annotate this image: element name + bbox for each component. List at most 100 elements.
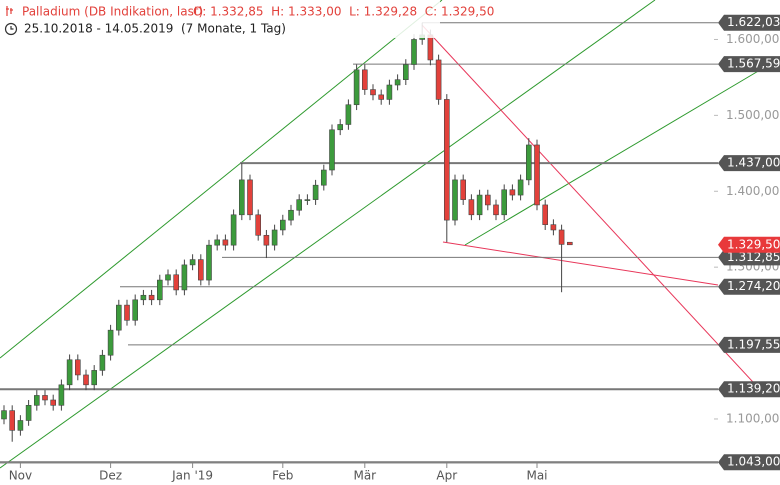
- candle-body: [452, 179, 458, 221]
- level-label: 1.139,20: [727, 382, 780, 396]
- candle-body: [50, 399, 57, 406]
- candle-body: [320, 169, 327, 186]
- level-label-bg: [718, 14, 780, 31]
- candle-body: [83, 374, 89, 386]
- candle-body: [181, 264, 188, 291]
- level-label-bg: [718, 454, 780, 471]
- level-label-bg: [718, 381, 780, 398]
- candle-body: [304, 199, 311, 201]
- channel-line: [464, 69, 761, 246]
- candle-body: [534, 144, 540, 206]
- x-tick-label: Dez: [99, 469, 122, 483]
- clock-icon: [4, 22, 18, 36]
- candle-body: [107, 329, 114, 356]
- last-price-bg: [718, 236, 780, 253]
- candle-body: [370, 89, 376, 96]
- level-label-bg: [718, 56, 780, 73]
- candle-body: [17, 420, 24, 431]
- candles: [1, 22, 573, 442]
- candle-body: [411, 39, 417, 65]
- candle-body: [386, 84, 393, 100]
- subtitle: 25.10.2018 - 14.05.2019 (7 Monate, 1 Tag…: [24, 22, 286, 36]
- candle-body: [517, 179, 524, 196]
- candle-body: [484, 194, 491, 206]
- level-label: 1.567,59: [727, 57, 780, 71]
- candle-body: [271, 229, 278, 246]
- candle-body: [148, 294, 155, 301]
- candle-body: [394, 79, 401, 86]
- candle-body: [75, 359, 81, 376]
- y-tick-label: 1.600,00: [726, 32, 779, 46]
- support-line: [442, 241, 719, 286]
- last-price-label: 1.329,50: [727, 237, 780, 251]
- channel-line: [0, 0, 656, 469]
- candle-body: [566, 241, 573, 246]
- candle-body: [525, 144, 532, 181]
- x-tick-label: Nov: [9, 469, 32, 483]
- header-bg: [0, 0, 440, 38]
- level-label: 1.312,85: [727, 250, 780, 264]
- candle-body: [99, 354, 106, 371]
- x-tick-label: Apr: [436, 469, 457, 483]
- candle-body: [378, 94, 385, 100]
- candle-body: [116, 304, 122, 331]
- y-tick-label: 1.500,00: [726, 108, 779, 122]
- candle-body: [1, 410, 7, 420]
- candle-body: [329, 129, 335, 171]
- x-tick-label: Jan '19: [171, 469, 213, 483]
- candle-body: [460, 179, 467, 200]
- candle-body: [157, 279, 163, 301]
- candle-body: [239, 179, 245, 216]
- level-label: 1.043,00: [727, 455, 780, 469]
- level-label-bg: [718, 249, 780, 266]
- candle-body: [230, 214, 237, 246]
- level-label-bg: [718, 336, 780, 353]
- header: Palladium (DB Indikation, last) O: 1.332…: [0, 0, 494, 38]
- candle-body: [9, 410, 15, 431]
- y-tick-label: 1.100,00: [726, 411, 779, 425]
- level-label: 1.437,00: [727, 156, 780, 170]
- candle-body: [550, 224, 557, 231]
- candle-body: [132, 299, 138, 321]
- candle-body: [173, 274, 179, 291]
- candle-body: [296, 199, 303, 211]
- level-label: 1.622,03: [727, 15, 780, 29]
- candle-body: [255, 214, 261, 236]
- candle-body: [435, 59, 442, 100]
- ohlc: O: 1.332,85 H: 1.333,00 L: 1.329,28 C: 1…: [193, 5, 494, 19]
- level-label-bg: [718, 278, 780, 295]
- level-label: 1.197,55: [727, 337, 780, 351]
- candle-body: [558, 229, 565, 245]
- candle-body: [542, 204, 549, 225]
- y-tick-label: 1.400,00: [726, 184, 779, 198]
- level-label: 1.274,20: [727, 279, 780, 293]
- candle-body: [402, 64, 409, 80]
- candle-body: [476, 194, 483, 216]
- candle-icon: [6, 6, 13, 16]
- candle-body: [25, 405, 32, 421]
- x-tick-label: Feb: [272, 469, 293, 483]
- candle-body: [345, 104, 352, 125]
- level-label-bg: [718, 155, 780, 172]
- candle-body: [279, 219, 286, 231]
- candle-body: [91, 370, 97, 386]
- resistance-line: [421, 24, 766, 396]
- candle-body: [312, 184, 319, 200]
- candle-body: [493, 204, 499, 216]
- candle-body: [427, 34, 434, 61]
- candle-body: [263, 234, 270, 246]
- candle-body: [66, 359, 73, 386]
- x-tick-label: Mär: [353, 469, 376, 483]
- candle-body: [124, 304, 130, 321]
- candle-body: [42, 395, 48, 401]
- candle-body: [501, 189, 508, 216]
- candle-body: [222, 239, 229, 246]
- axis: 1.100,001.300,001.400,001.500,001.600,00…: [0, 14, 780, 483]
- channel-line: [0, 0, 443, 359]
- candle-body: [247, 179, 253, 216]
- x-tick-label: Mai: [526, 469, 547, 483]
- candle-body: [165, 274, 171, 281]
- candle-body: [140, 294, 147, 301]
- candle-body: [361, 69, 368, 90]
- candle-body: [189, 259, 196, 266]
